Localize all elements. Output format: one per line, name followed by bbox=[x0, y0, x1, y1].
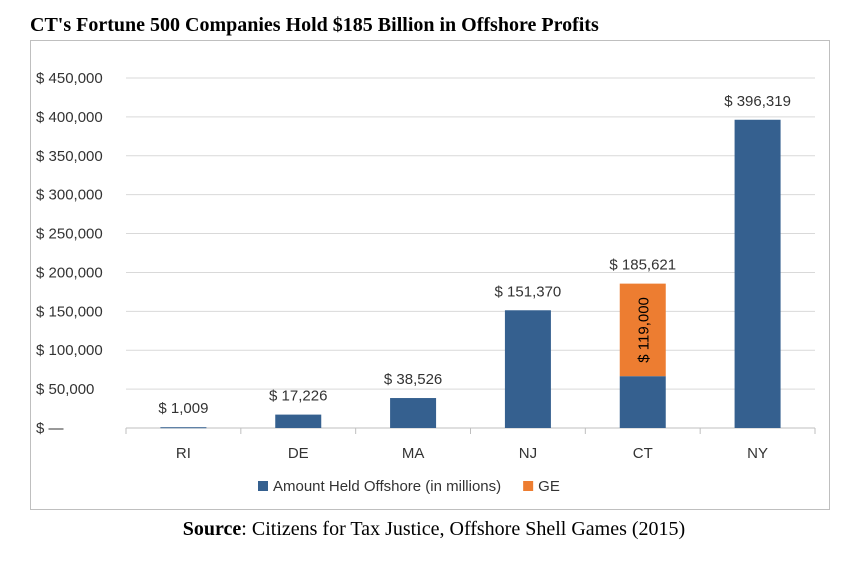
segment-label-ge: $ 119,000 bbox=[636, 297, 653, 363]
bar-ct-offshore bbox=[619, 376, 666, 428]
bar-ri-offshore bbox=[160, 427, 207, 429]
x-tick-label: DE bbox=[288, 445, 309, 462]
bar-ma-offshore bbox=[390, 398, 437, 428]
page-title: CT's Fortune 500 Companies Hold $185 Bil… bbox=[30, 14, 599, 36]
source-text: Citizens for Tax Justice, Offshore Shell… bbox=[251, 518, 686, 540]
x-tick-label: CT bbox=[633, 445, 653, 462]
y-tick-label: $ 400,000 bbox=[36, 109, 103, 126]
data-label: $ 185,621 bbox=[609, 257, 676, 274]
legend-swatch bbox=[258, 481, 268, 491]
y-tick-label: $ — bbox=[36, 420, 64, 437]
legend-label: Amount Held Offshore (in millions) bbox=[273, 478, 501, 495]
source-label: Source bbox=[182, 518, 242, 540]
y-tick-label: $ 250,000 bbox=[36, 226, 103, 243]
y-tick-label: $ 50,000 bbox=[36, 381, 94, 398]
y-tick-label: $ 350,000 bbox=[36, 148, 103, 165]
data-label: $ 396,319 bbox=[724, 93, 791, 110]
source-separator: : bbox=[241, 518, 252, 540]
data-label: $ 1,009 bbox=[158, 400, 208, 417]
bar-nj-offshore bbox=[504, 310, 551, 428]
data-label: $ 151,370 bbox=[495, 283, 562, 300]
y-tick-label: $ 150,000 bbox=[36, 303, 103, 320]
bar-de-offshore bbox=[275, 414, 322, 428]
y-tick-label: $ 100,000 bbox=[36, 342, 103, 359]
legend-label: GE bbox=[538, 478, 560, 495]
x-tick-label: NJ bbox=[519, 445, 537, 462]
source-caption: Source: Citizens for Tax Justice, Offsho… bbox=[0, 518, 868, 541]
y-tick-label: $ 450,000 bbox=[36, 70, 103, 87]
bar-ny-offshore bbox=[734, 119, 781, 428]
legend-swatch bbox=[523, 481, 534, 491]
bar-ct-ge bbox=[619, 283, 666, 377]
data-label: $ 17,226 bbox=[269, 388, 327, 405]
y-tick-label: $ 200,000 bbox=[36, 264, 103, 281]
chart-area bbox=[30, 40, 830, 510]
y-tick-label: $ 300,000 bbox=[36, 187, 103, 204]
data-label: $ 38,526 bbox=[384, 371, 442, 388]
x-tick-label: NY bbox=[747, 445, 768, 462]
x-tick-label: RI bbox=[176, 445, 191, 462]
x-tick-label: MA bbox=[402, 445, 425, 462]
